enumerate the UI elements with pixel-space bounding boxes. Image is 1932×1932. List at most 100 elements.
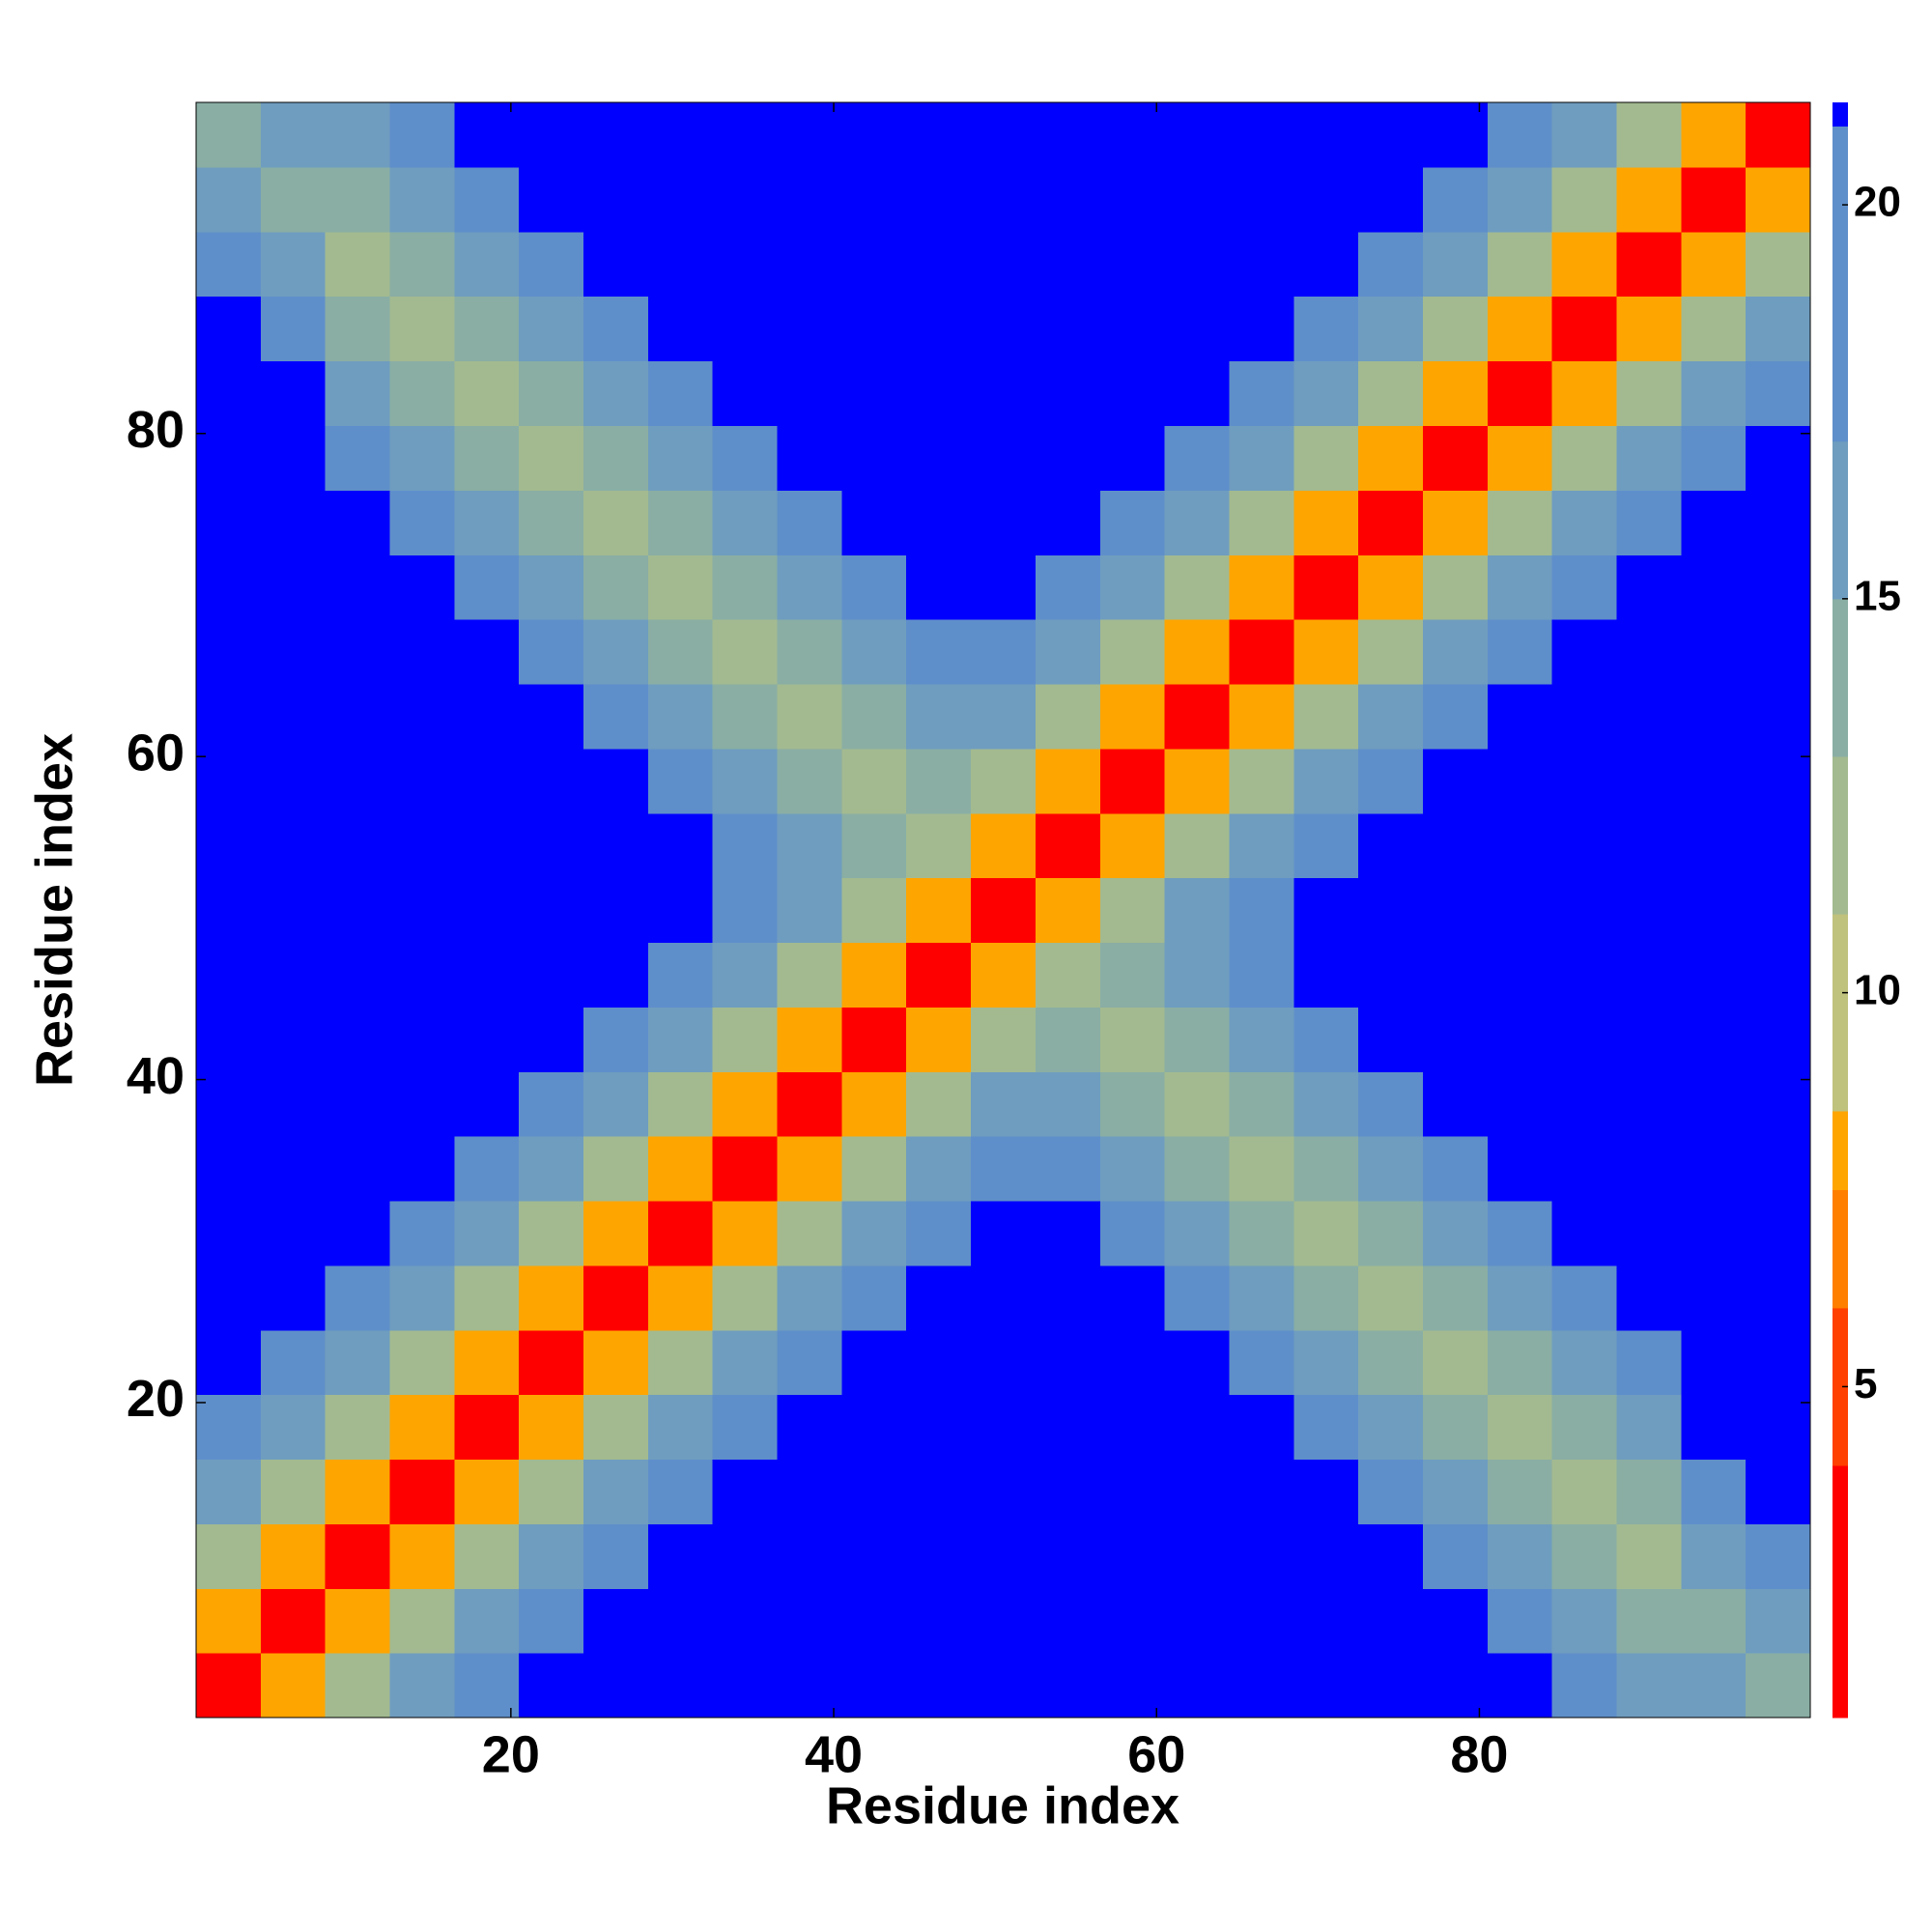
heatmap-cell — [1099, 1588, 1166, 1654]
x-axis-label: Residue index — [826, 1776, 1179, 1834]
heatmap-cell — [841, 1523, 907, 1589]
heatmap-cell — [519, 1653, 584, 1719]
heatmap-cell — [1099, 554, 1166, 620]
heatmap-cell — [906, 619, 972, 685]
heatmap-cell — [1164, 231, 1231, 298]
heatmap-cell — [1035, 425, 1101, 491]
heatmap-cell — [1035, 619, 1101, 685]
heatmap-cell — [583, 425, 649, 491]
heatmap-cell — [777, 1459, 842, 1524]
heatmap-cell — [647, 1653, 714, 1719]
heatmap-cell — [260, 1588, 327, 1654]
heatmap-cell — [583, 1200, 649, 1266]
heatmap-cell — [1164, 942, 1231, 1008]
heatmap-cell — [1422, 942, 1489, 1008]
heatmap-cell — [1422, 1264, 1489, 1331]
heatmap-cell — [260, 1329, 327, 1396]
heatmap-cell — [196, 1588, 262, 1654]
heatmap-cell — [971, 1329, 1037, 1396]
heatmap-cell — [325, 748, 391, 814]
heatmap-cell — [1099, 1136, 1166, 1202]
heatmap-cell — [1746, 1394, 1811, 1461]
heatmap-cell — [196, 1523, 262, 1589]
heatmap-cell — [519, 1394, 584, 1461]
heatmap-cell — [260, 490, 327, 555]
heatmap-cell — [1681, 1200, 1747, 1266]
heatmap-cell — [1422, 554, 1489, 620]
axes: 20 40 60 80 20 40 60 80 — [127, 101, 1811, 1783]
heatmap-cell — [519, 166, 584, 233]
heatmap-cell — [1681, 166, 1747, 233]
heatmap-cell — [325, 942, 391, 1008]
heatmap-cell — [1358, 1394, 1424, 1461]
heatmap-cell — [325, 812, 391, 879]
heatmap-cell — [1616, 942, 1682, 1008]
heatmap-cell — [1746, 1007, 1811, 1072]
heatmap-cell — [454, 748, 520, 814]
heatmap-cell — [1293, 1329, 1359, 1396]
heatmap-cell — [389, 296, 455, 362]
heatmap-cell — [389, 683, 455, 750]
heatmap-cell — [454, 1588, 520, 1654]
heatmap-cell — [1487, 683, 1553, 750]
x-tick-label: 20 — [482, 1725, 540, 1783]
heatmap-cell — [583, 1136, 649, 1202]
heatmap-cell — [841, 1588, 907, 1654]
heatmap-cell — [1099, 1200, 1166, 1266]
heatmap-cell — [1293, 748, 1359, 814]
heatmap-cell — [1293, 360, 1359, 426]
heatmap-cell — [906, 1136, 972, 1202]
heatmap-cell — [1035, 1394, 1101, 1461]
heatmap-cell — [841, 102, 907, 168]
heatmap-cell — [583, 490, 649, 555]
heatmap-cell — [1746, 619, 1811, 685]
heatmap-cell — [1487, 1653, 1553, 1719]
heatmap-cell — [906, 683, 972, 750]
heatmap-cell — [1358, 748, 1424, 814]
heatmap-cell — [519, 942, 584, 1008]
heatmap-cell — [1422, 231, 1489, 298]
heatmap-cell — [1681, 1264, 1747, 1331]
heatmap-cell — [1616, 1653, 1682, 1719]
heatmap-cell — [712, 1459, 779, 1524]
heatmap-cell — [1551, 231, 1618, 298]
heatmap-cell — [260, 1394, 327, 1461]
heatmap-cell — [1422, 812, 1489, 879]
heatmap-cell — [260, 1264, 327, 1331]
colorbar-band — [1833, 598, 1848, 757]
heatmap-cell — [1681, 425, 1747, 491]
heatmap-cell — [389, 360, 455, 426]
heatmap-cell — [1358, 812, 1424, 879]
heatmap-cell — [906, 1329, 972, 1396]
heatmap-cell — [1487, 490, 1553, 555]
heatmap-cell — [1746, 877, 1811, 944]
heatmap-cell — [583, 1459, 649, 1524]
heatmap-cell — [454, 425, 520, 491]
heatmap-cell — [647, 490, 714, 555]
heatmap-cell — [1099, 102, 1166, 168]
heatmap-cell — [260, 102, 327, 168]
heatmap-cell — [454, 166, 520, 233]
heatmap-cell — [777, 748, 842, 814]
heatmap-cell — [712, 1136, 779, 1202]
heatmap-cell — [1487, 1136, 1553, 1202]
heatmap-cell — [325, 1329, 391, 1396]
heatmap-cell — [1681, 1653, 1747, 1719]
heatmap-cell — [1551, 748, 1618, 814]
heatmap-cell — [906, 554, 972, 620]
heatmap-cell — [454, 877, 520, 944]
heatmap-cell — [325, 1136, 391, 1202]
heatmap-cell — [1229, 748, 1294, 814]
heatmap-cell — [1422, 296, 1489, 362]
heatmap-cell — [1551, 1200, 1618, 1266]
heatmap-cell — [1681, 1136, 1747, 1202]
heatmap-cell — [1616, 683, 1682, 750]
heatmap-cell — [325, 102, 391, 168]
heatmap-cell — [1035, 1459, 1101, 1524]
heatmap-cell — [906, 1200, 972, 1266]
heatmap-cell — [1293, 1264, 1359, 1331]
heatmap-cell — [1551, 1136, 1618, 1202]
heatmap-cells — [196, 102, 1811, 1719]
heatmap-cell — [389, 942, 455, 1008]
heatmap-cell — [454, 1071, 520, 1137]
